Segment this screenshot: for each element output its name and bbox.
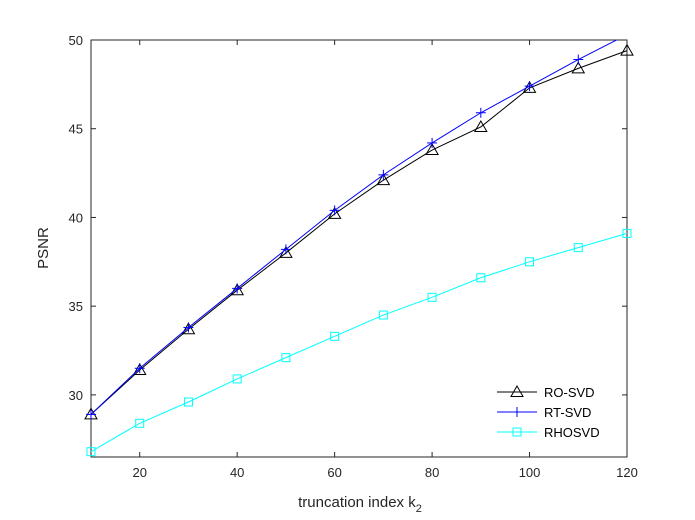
data-point-ro-svd [376,173,391,186]
y-tick-label: 45 [69,122,83,137]
y-tick-label: 40 [69,210,83,225]
data-point-ro-svd [620,43,634,56]
x-tick-label: 100 [519,465,541,480]
data-point-rt-svd [524,81,535,92]
legend-marker-rt-svd [512,407,522,417]
data-point-rt-svd [134,363,145,374]
data-point-rt-svd [232,283,243,294]
legend-label-rt-svd: RT-SVD [544,405,591,420]
series-line-rt-svd [90,40,618,415]
data-point-rhosvd [330,331,340,341]
data-point-ro-svd [230,283,245,296]
data-point-rt-svd [427,137,438,148]
data-point-rt-svd [86,409,96,420]
data-point-rhosvd [378,310,388,320]
data-point-rhosvd [622,228,632,238]
data-point-ro-svd [571,61,586,74]
x-axis-label: truncation index k2 [298,494,422,515]
data-point-rhosvd [573,243,583,253]
x-tick-label: 120 [616,465,638,480]
y-tick-label: 35 [69,299,83,314]
x-tick-label: 40 [230,465,244,480]
x-axis-label-subscript: 2 [416,503,422,515]
data-point-rhosvd [183,397,193,407]
data-point-ro-svd [132,363,147,376]
legend-label-ro-svd: RO-SVD [544,385,595,400]
data-point-rhosvd [427,292,437,302]
legend-marker-rhosvd [512,427,522,437]
data-point-ro-svd [181,322,196,335]
x-axis-label-main: truncation index k [298,494,416,511]
x-tick-label: 20 [132,465,146,480]
data-point-ro-svd [522,80,537,93]
x-tick-label: 60 [327,465,341,480]
y-tick-label: 30 [69,388,83,403]
series-line-rhosvd [90,232,628,453]
legend: RO-SVD RT-SVD RHOSVD [493,383,622,445]
data-point-rhosvd [476,273,486,283]
data-point-rhosvd [86,447,96,457]
data-point-rt-svd [622,30,632,40]
data-point-rhosvd [135,418,145,428]
data-point-rt-svd [183,322,194,333]
legend-box [493,383,622,445]
data-point-rhosvd [232,374,242,384]
data-point-rt-svd [573,54,584,65]
x-tick-label: 80 [425,465,439,480]
data-point-rt-svd [475,107,486,118]
series-layer [84,30,634,457]
data-point-rt-svd [280,244,291,255]
data-point-ro-svd [473,119,488,132]
data-point-rhosvd [525,257,535,267]
series-group [84,30,634,457]
y-axis-label: PSNR [35,227,52,269]
legend-marker-ro-svd [510,384,524,397]
y-tick-label: 50 [69,33,83,48]
data-point-rt-svd [378,169,389,180]
ticks-layer: 20 40 60 80 100 120 30 35 40 45 50 [69,33,638,480]
legend-label-rhosvd: RHOSVD [544,425,600,440]
data-point-rhosvd [281,353,291,363]
data-point-rt-svd [329,205,340,216]
data-point-ro-svd [425,143,439,156]
series-line-ro-svd [90,50,628,415]
